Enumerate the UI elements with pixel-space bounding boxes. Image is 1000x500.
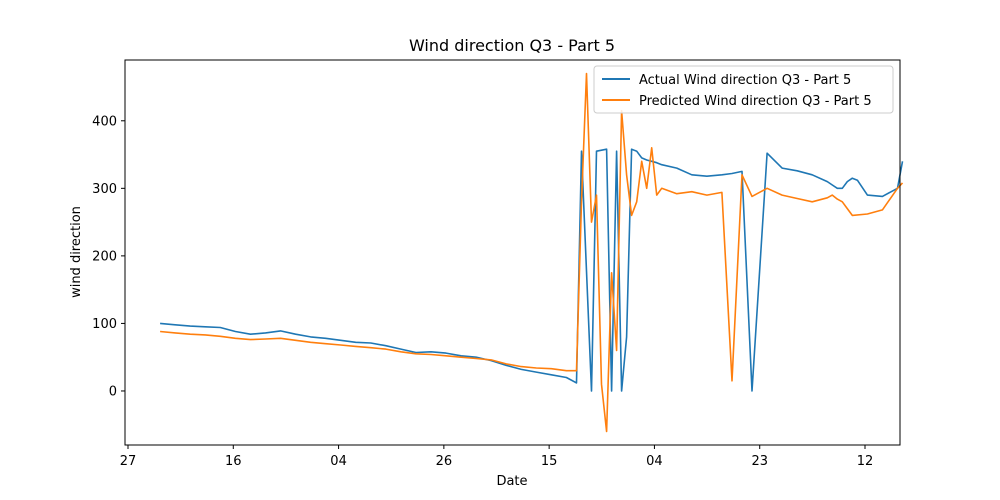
x-tick-label: 23 — [751, 454, 768, 469]
y-tick-label: 100 — [92, 317, 117, 332]
x-tick-label: 15 — [541, 454, 558, 469]
series-line-actual — [160, 148, 904, 392]
legend: Actual Wind direction Q3 - Part 5 Predic… — [593, 65, 894, 114]
legend-label-predicted: Predicted Wind direction Q3 - Part 5 — [639, 94, 872, 109]
x-tick-label: 12 — [857, 454, 874, 469]
x-tick-label: 04 — [330, 454, 347, 469]
y-tick-label: 300 — [92, 182, 117, 197]
legend-box — [593, 65, 894, 114]
chart-title: Wind direction Q3 - Part 5 — [409, 36, 615, 55]
y-tick-label: 200 — [92, 249, 117, 264]
x-axis-label: Date — [496, 474, 527, 489]
series-line-predicted — [160, 72, 904, 433]
y-axis-label: wind direction — [69, 206, 84, 298]
x-tick-label: 27 — [120, 454, 137, 469]
axes: 27 16 04 26 15 04 23 12 0 100 200 300 400 — [92, 114, 873, 469]
legend-label-actual: Actual Wind direction Q3 - Part 5 — [639, 73, 851, 88]
plot-frame — [124, 59, 901, 446]
y-tick-label: 400 — [92, 114, 117, 129]
x-tick-label: 16 — [225, 454, 242, 469]
x-tick-label: 04 — [646, 454, 663, 469]
plot-lines — [160, 72, 904, 433]
y-tick-label: 0 — [109, 384, 117, 399]
x-tick-label: 26 — [436, 454, 453, 469]
